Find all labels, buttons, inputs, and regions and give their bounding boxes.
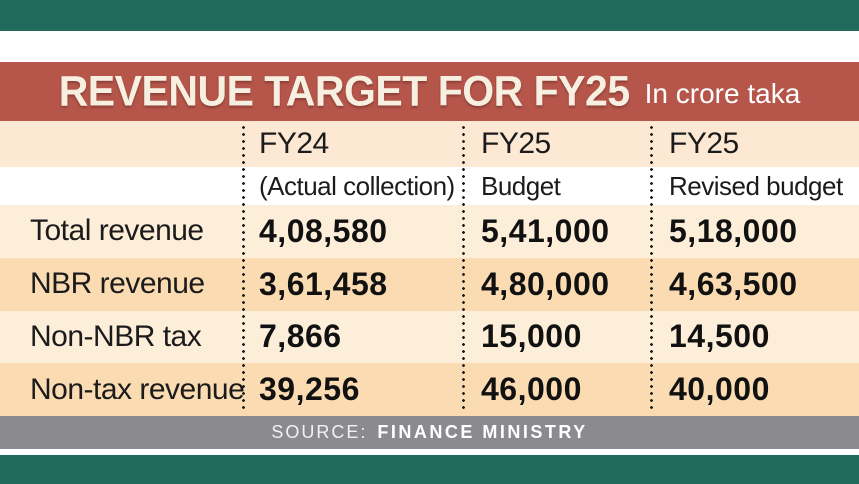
cell-value: 46,000	[481, 371, 582, 408]
unit-label: In crore taka	[644, 77, 801, 109]
header-subcell-actual-collection: (Actual collection)	[259, 170, 455, 201]
page-title: REVENUE TARGET FOR FY25	[58, 67, 630, 115]
cell-value: 7,866	[259, 318, 342, 355]
top-border-bar	[0, 0, 859, 31]
source-name-label: FINANCE MINISTRY	[377, 422, 588, 442]
header-cell-fy25-budget: FY25	[481, 127, 551, 160]
row-label: NBR revenue	[30, 267, 205, 301]
table-body: Total revenue 4,08,580 5,41,000 5,18,000…	[0, 205, 859, 416]
cell-value: 40,000	[669, 371, 770, 408]
bottom-border-bar	[0, 455, 859, 484]
cell-value: 15,000	[481, 318, 582, 355]
header-subcell-revised-budget: Revised budget	[669, 170, 843, 201]
header-cell-fy24: FY24	[259, 127, 329, 160]
table-header-row-fiscal-year: FY24 FY25 FY25	[0, 121, 859, 167]
header-subcell-budget: Budget	[481, 170, 561, 201]
source-bar: SOURCE: FINANCE MINISTRY	[0, 416, 859, 449]
cell-value: 3,61,458	[259, 265, 388, 302]
revenue-table: FY24 FY25 FY25 (Actual collection) Budge…	[0, 121, 859, 416]
cell-value: 4,08,580	[259, 212, 388, 249]
row-label: Total revenue	[30, 214, 204, 248]
row-label: Non-NBR tax	[30, 319, 202, 353]
table-row-non-tax-revenue: Non-tax revenue 39,256 46,000 40,000	[0, 363, 859, 416]
dotted-column-separator	[242, 124, 245, 413]
cell-value: 5,18,000	[669, 212, 798, 249]
cell-value: 4,80,000	[481, 265, 610, 302]
table-row-nbr-revenue: NBR revenue 3,61,458 4,80,000 4,63,500	[0, 257, 859, 311]
header-banner: REVENUE TARGET FOR FY25 In crore taka	[0, 62, 859, 121]
cell-value: 5,41,000	[481, 212, 610, 249]
cell-value: 39,256	[259, 371, 360, 408]
source-prefix-label: SOURCE:	[271, 422, 368, 442]
cell-value: 14,500	[669, 318, 770, 355]
header-cell-fy25-revised: FY25	[669, 127, 739, 160]
table-header-row-description: (Actual collection) Budget Revised budge…	[0, 167, 859, 205]
dotted-column-separator	[462, 124, 465, 413]
row-label: Non-tax revenue	[30, 372, 245, 406]
dotted-column-separator	[650, 124, 653, 413]
table-row-non-nbr-tax: Non-NBR tax 7,866 15,000 14,500	[0, 310, 859, 364]
cell-value: 4,63,500	[669, 265, 798, 302]
table-row-total-revenue: Total revenue 4,08,580 5,41,000 5,18,000	[0, 205, 859, 258]
